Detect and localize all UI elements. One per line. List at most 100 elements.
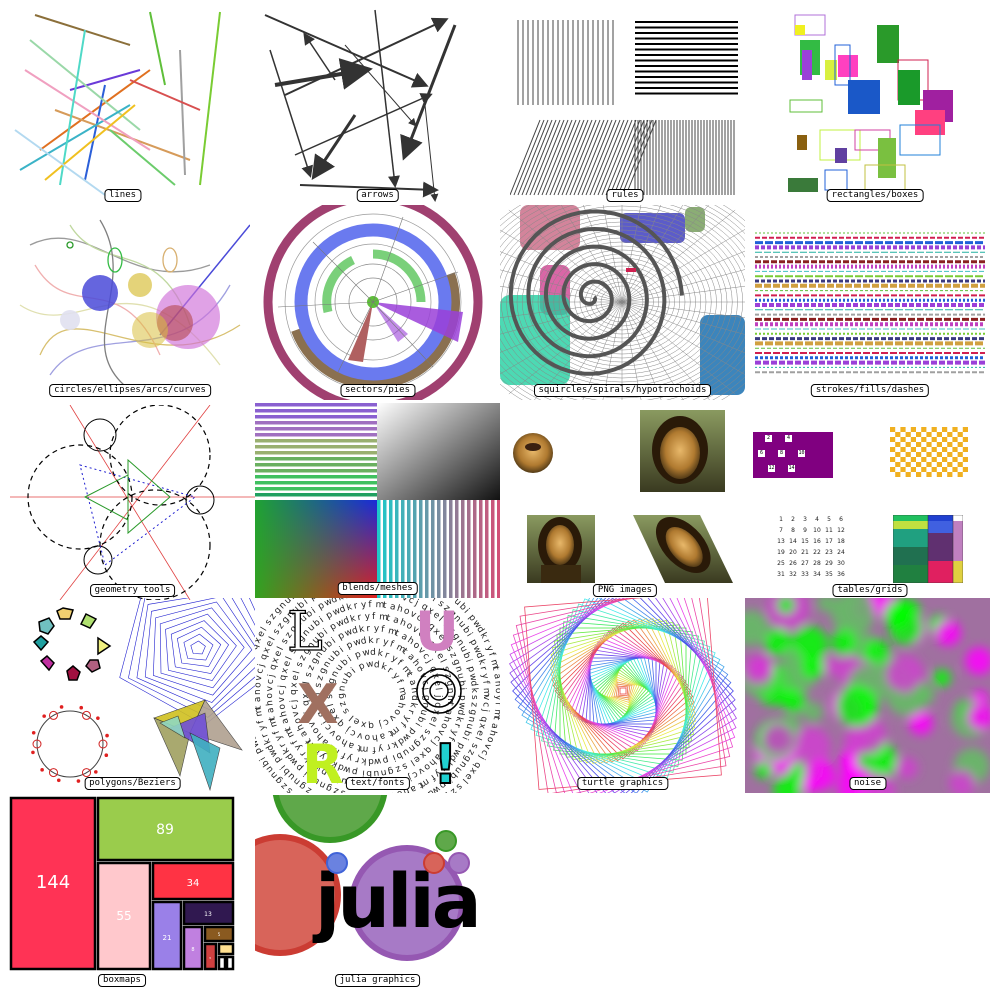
- svg-text:k: k: [360, 755, 367, 765]
- svg-text:y: y: [361, 600, 368, 611]
- svg-text:u: u: [311, 775, 321, 787]
- number-grid-cell: 32: [789, 571, 797, 578]
- caption-turtle: turtle graphics: [576, 777, 669, 790]
- svg-text:c: c: [415, 613, 424, 624]
- svg-text:f: f: [428, 772, 437, 782]
- svg-text:s: s: [444, 644, 455, 654]
- svg-text:s: s: [304, 671, 315, 679]
- svg-text:p: p: [457, 695, 467, 701]
- tile-noise: noise: [745, 598, 990, 793]
- number-grid-cell: 28: [813, 560, 821, 567]
- svg-text:w: w: [450, 747, 462, 759]
- svg-text:p: p: [467, 638, 479, 648]
- svg-text:d: d: [409, 695, 419, 701]
- svg-text:h: h: [371, 732, 378, 743]
- number-grid: 1 2 3 4 5 6 7 8 9 10 11 12 13 14 15 16 17 18 19 20 21 22 23 24 2…: [775, 516, 865, 582]
- svg-text:k: k: [476, 658, 487, 667]
- svg-text:i: i: [459, 735, 469, 741]
- tile-boxmaps: 144 89 55 34 21 13 8 5 3 boxmaps: [8, 795, 236, 990]
- svg-text:x: x: [476, 722, 487, 730]
- svg-text:m: m: [488, 658, 500, 669]
- svg-text:t: t: [491, 715, 500, 721]
- svg-text:d: d: [368, 756, 374, 766]
- svg-text:a: a: [400, 632, 409, 643]
- svg-text:k: k: [442, 758, 454, 769]
- number-grid-cell: 4: [815, 516, 819, 523]
- svg-text:c: c: [323, 722, 334, 732]
- svg-text:m: m: [268, 717, 280, 728]
- svg-text:x: x: [417, 749, 428, 760]
- svg-text:t: t: [382, 601, 387, 611]
- svg-text:o: o: [411, 640, 422, 652]
- svg-text:u: u: [286, 771, 297, 782]
- svg-text:t: t: [393, 629, 400, 640]
- svg-text:e: e: [264, 639, 276, 649]
- svg-text:s: s: [400, 760, 409, 771]
- number-grid-row: 13 14 15 16 17 18: [775, 538, 865, 549]
- number-grid-cell: 22: [813, 549, 821, 556]
- svg-text:s: s: [453, 781, 464, 792]
- svg-text:q: q: [278, 674, 289, 681]
- number-grid-cell: 5: [827, 516, 831, 523]
- svg-text:u: u: [452, 764, 463, 775]
- svg-text:g: g: [297, 780, 308, 791]
- svg-text:y: y: [257, 723, 268, 732]
- svg-text:l: l: [460, 776, 469, 785]
- svg-text:h: h: [487, 729, 498, 737]
- boxmap-label-21: 21: [163, 934, 172, 942]
- svg-text:j: j: [320, 718, 330, 726]
- svg-text:z: z: [465, 748, 476, 757]
- svg-text:d: d: [338, 604, 347, 615]
- svg-text:w: w: [323, 598, 334, 609]
- svg-text:n: n: [445, 687, 455, 694]
- svg-text:f: f: [445, 734, 456, 742]
- svg-text:f: f: [340, 749, 348, 760]
- svg-text:d: d: [255, 733, 259, 742]
- svg-text:h: h: [278, 710, 289, 718]
- svg-text:k: k: [330, 758, 340, 770]
- svg-text:a: a: [489, 722, 500, 730]
- svg-text:i: i: [445, 774, 454, 783]
- svg-text:b: b: [340, 657, 351, 668]
- svg-text:r: r: [353, 601, 359, 612]
- svg-text:m: m: [396, 686, 408, 697]
- tile-sectors: sectors/pies: [255, 205, 500, 400]
- svg-text:n: n: [277, 600, 288, 611]
- svg-text:w: w: [342, 763, 352, 775]
- arrows-drawing: [264, 9, 457, 202]
- svg-text:h: h: [408, 687, 419, 694]
- number-grid-cell: 16: [813, 538, 821, 545]
- tile-arrows: arrows: [255, 5, 500, 205]
- noise-drawing: [745, 598, 990, 793]
- svg-text:z: z: [292, 640, 303, 650]
- sectors-drawing: [263, 205, 483, 400]
- lines-drawing: [14, 11, 221, 196]
- svg-text:h: h: [398, 618, 407, 629]
- svg-text:z: z: [276, 621, 287, 631]
- svg-text:q: q: [420, 602, 430, 614]
- svg-text:f: f: [290, 737, 301, 746]
- svg-text:y: y: [382, 637, 390, 648]
- svg-text:u: u: [326, 653, 337, 664]
- svg-text:p: p: [466, 613, 478, 624]
- svg-text:w: w: [312, 761, 324, 773]
- svg-text:c: c: [381, 716, 391, 727]
- svg-text:i: i: [310, 606, 318, 616]
- svg-text:l: l: [259, 626, 269, 633]
- svg-text:k: k: [478, 631, 490, 641]
- svg-text:t: t: [404, 671, 415, 680]
- svg-text:b: b: [260, 758, 272, 769]
- boxmap-label-8: 8: [191, 947, 194, 953]
- svg-text:b: b: [457, 602, 468, 613]
- number-grid-cell: 3: [803, 516, 807, 523]
- svg-text:o: o: [405, 621, 415, 633]
- svg-text:n: n: [406, 742, 417, 753]
- svg-text:b: b: [312, 618, 323, 630]
- caption-julia: julia graphics: [334, 974, 421, 987]
- boxmap-label-89: 89: [156, 822, 174, 838]
- svg-text:s: s: [325, 693, 335, 699]
- svg-text:p: p: [345, 640, 355, 652]
- svg-text:r: r: [438, 763, 448, 773]
- svg-text:f: f: [394, 678, 405, 686]
- svg-text:o: o: [484, 735, 495, 744]
